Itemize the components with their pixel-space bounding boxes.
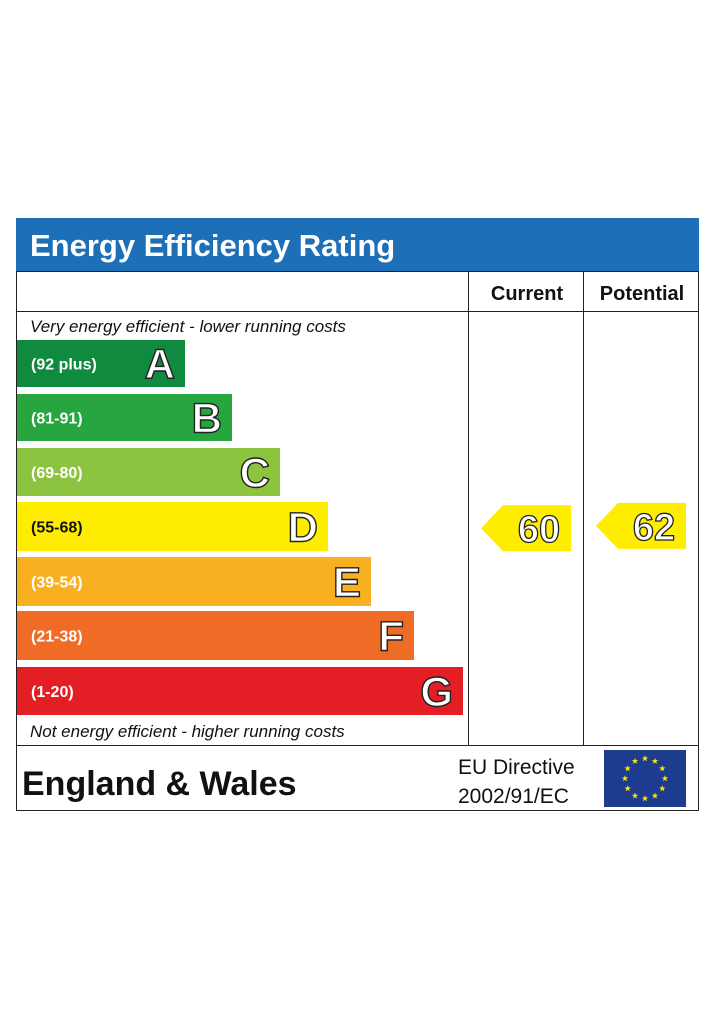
current-arrow <box>481 505 571 552</box>
eu-star-icon <box>641 755 649 762</box>
band-f <box>17 611 414 660</box>
header-bar <box>16 218 699 271</box>
band-letter-d: D <box>288 504 318 551</box>
band-letter-b: B <box>192 395 222 442</box>
eu-star-icon <box>651 757 659 764</box>
potential-score: 62 <box>633 507 675 549</box>
band-letter-e: E <box>333 559 361 606</box>
band-range-c: (69-80) <box>31 465 83 482</box>
eu-star-icon <box>631 757 639 764</box>
eu-star-icon <box>624 785 631 792</box>
band-range-f: (21-38) <box>31 629 83 646</box>
band-range-g: (1-20) <box>31 684 74 701</box>
eu-star-icon <box>631 792 639 799</box>
chart-frame <box>16 271 699 811</box>
band-range-a: (92 plus) <box>31 357 97 374</box>
footer-directive-line1: EU Directive <box>458 756 575 779</box>
rating-arrows: 60 62 <box>481 502 686 552</box>
eu-star-icon <box>651 792 659 799</box>
band-letter-c: C <box>240 449 270 496</box>
band-range-b: (81-91) <box>31 411 83 428</box>
band-range-d: (55-68) <box>31 520 83 537</box>
footer-region: England & Wales <box>22 765 297 803</box>
band-g <box>17 667 463 715</box>
band-b <box>17 394 232 441</box>
band-c <box>17 448 280 496</box>
band-e <box>17 557 371 606</box>
rating-bands: (92 plus) A (81-91) B (69-80) C (55-68) D (39-54… <box>17 340 463 716</box>
column-heading-potential: Potential <box>600 283 684 305</box>
eu-star-icon <box>621 775 629 782</box>
band-a <box>17 340 185 387</box>
eu-star-icon <box>661 775 669 782</box>
potential-arrow <box>596 502 686 549</box>
current-score: 60 <box>518 509 560 551</box>
eu-star-icon <box>659 785 666 792</box>
column-heading-current: Current <box>491 283 564 305</box>
band-range-e: (39-54) <box>31 575 83 592</box>
eu-star-icon <box>659 765 666 772</box>
eu-flag-icon <box>604 750 686 807</box>
band-d <box>17 502 328 551</box>
eu-star-icon <box>624 765 631 772</box>
band-letter-g: G <box>420 668 453 715</box>
top-note: Very energy efficient - lower running co… <box>30 317 346 336</box>
band-letter-f: F <box>378 613 404 660</box>
bottom-note: Not energy efficient - higher running co… <box>30 722 345 741</box>
footer-directive-line2: 2002/91/EC <box>458 785 569 808</box>
band-letter-a: A <box>145 341 175 388</box>
chart-title: Energy Efficiency Rating <box>30 228 395 263</box>
eu-star-icon <box>641 795 649 802</box>
